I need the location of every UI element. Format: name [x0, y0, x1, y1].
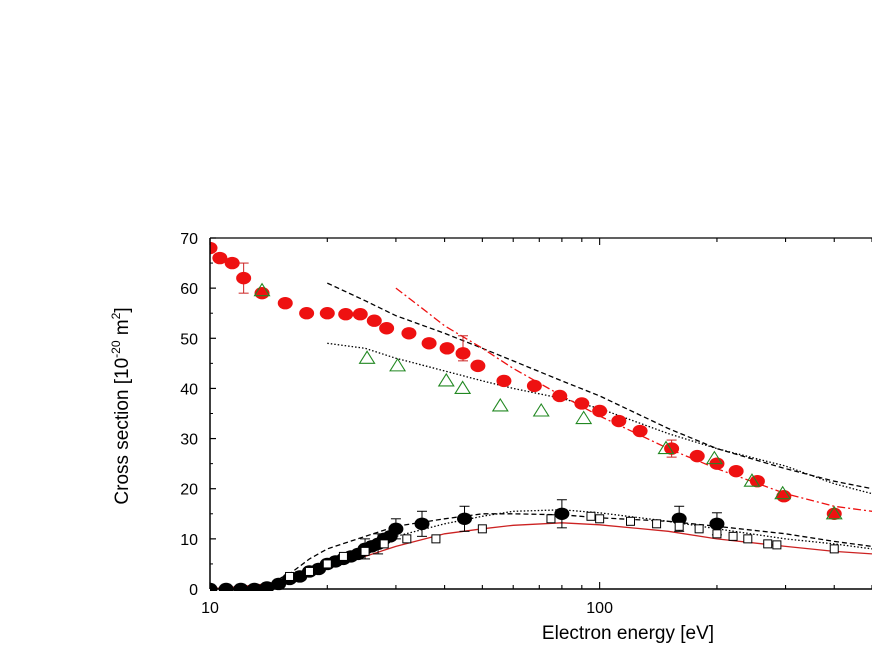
data-point-s3-9 — [546, 514, 556, 524]
y-tick-label-70: 70 — [180, 231, 198, 248]
y-tick-label-60: 60 — [180, 281, 198, 298]
data-point-s0-30 — [826, 507, 842, 520]
data-point-s0-5 — [277, 296, 293, 310]
plot-content — [210, 241, 872, 591]
data-point-s1-2 — [389, 357, 407, 372]
data-point-s0-19 — [552, 389, 568, 403]
data-point-s0-9 — [352, 308, 368, 321]
data-point-s1-10 — [743, 473, 761, 487]
data-point-s3-2 — [322, 559, 332, 569]
data-point-s3-21 — [829, 544, 839, 554]
data-point-s1-12 — [825, 505, 843, 520]
x-tick-label-10: 10 — [201, 600, 219, 617]
y-tick-label-0: 0 — [189, 582, 198, 599]
data-point-s2-20 — [388, 522, 404, 536]
data-point-s0-12 — [401, 327, 417, 340]
data-point-s1-11 — [774, 485, 792, 500]
data-point-s0-23 — [632, 424, 648, 438]
data-point-s1-6 — [532, 402, 550, 417]
y-axis-label-unit-exponent: 2 — [109, 312, 123, 319]
data-point-s0-8 — [338, 308, 354, 321]
curve-dashed-3 — [210, 513, 872, 590]
curve-dashed-0 — [327, 282, 872, 490]
data-point-s1-1 — [358, 350, 376, 364]
data-point-s3-0 — [285, 571, 295, 581]
data-point-s3-16 — [712, 529, 722, 539]
data-point-s1-3 — [437, 372, 455, 387]
data-point-s0-18 — [526, 379, 542, 393]
data-point-s0-11 — [379, 322, 395, 335]
data-point-s2-23 — [554, 507, 570, 520]
data-point-s3-11 — [595, 514, 605, 524]
y-tick-label-10: 10 — [180, 532, 198, 549]
data-point-s3-3 — [338, 551, 348, 561]
data-point-s1-4 — [454, 380, 472, 394]
data-point-s0-0 — [210, 241, 218, 255]
y-tick-label-30: 30 — [180, 432, 198, 449]
data-point-s0-4 — [254, 286, 270, 300]
y-tick-label-50: 50 — [180, 331, 198, 348]
data-point-s0-6 — [299, 307, 315, 320]
data-point-s0-14 — [439, 342, 455, 355]
data-point-s3-7 — [431, 534, 441, 544]
data-point-s0-27 — [728, 464, 744, 478]
y-tick-label-20: 20 — [180, 482, 198, 499]
data-point-s3-4 — [360, 546, 370, 556]
data-point-s3-12 — [626, 516, 636, 526]
y-axis-label: Cross section [10-20 m2] — [109, 307, 133, 504]
data-point-s0-15 — [455, 347, 471, 360]
data-point-s3-15 — [694, 524, 704, 534]
data-point-s3-13 — [652, 519, 662, 529]
data-point-s0-21 — [592, 404, 608, 418]
y-axis-label-main: Cross section [10 — [112, 358, 133, 505]
data-point-s0-17 — [496, 374, 512, 388]
data-point-s2-22 — [457, 512, 473, 525]
data-point-s3-19 — [763, 539, 773, 549]
curve-dotted-1 — [327, 342, 872, 495]
data-point-s0-20 — [574, 397, 590, 410]
data-point-s0-29 — [776, 490, 792, 503]
data-point-s3-6 — [402, 534, 412, 544]
data-point-s1-9 — [705, 450, 723, 465]
y-axis-label-unit: m — [112, 319, 133, 340]
data-point-s0-7 — [319, 307, 335, 320]
data-point-s3-10 — [586, 511, 596, 521]
data-point-s3-1 — [304, 566, 314, 576]
data-point-s3-8 — [477, 524, 487, 534]
y-axis-label-exponent: -20 — [109, 340, 123, 358]
data-point-s3-18 — [743, 534, 753, 544]
data-point-s0-25 — [689, 449, 705, 463]
data-point-s3-17 — [728, 531, 738, 541]
data-point-s0-1 — [212, 251, 228, 265]
x-tick-label-100: 100 — [586, 600, 613, 617]
y-tick-label-40: 40 — [180, 381, 198, 398]
data-point-s3-5 — [379, 539, 389, 549]
data-point-s0-10 — [366, 314, 382, 327]
x-axis-label: Electron energy [eV] — [542, 623, 714, 644]
data-point-s2-21 — [414, 517, 430, 531]
data-point-s2-25 — [709, 517, 725, 531]
data-point-s3-20 — [772, 540, 782, 550]
data-point-s0-13 — [421, 337, 437, 350]
data-point-s0-28 — [749, 474, 765, 488]
data-point-s3-14 — [674, 521, 684, 531]
data-point-s1-0 — [253, 282, 271, 297]
y-axis-label-close: ] — [112, 307, 133, 312]
data-point-s0-22 — [611, 414, 627, 428]
data-point-s2-5 — [271, 577, 287, 591]
data-point-s0-3 — [236, 271, 252, 285]
data-point-s1-5 — [491, 397, 509, 412]
data-point-s0-2 — [224, 256, 240, 270]
data-point-s0-16 — [470, 359, 486, 373]
data-point-s1-7 — [575, 410, 593, 425]
data-point-s1-8 — [657, 440, 675, 455]
data-point-s0-24 — [664, 442, 680, 455]
